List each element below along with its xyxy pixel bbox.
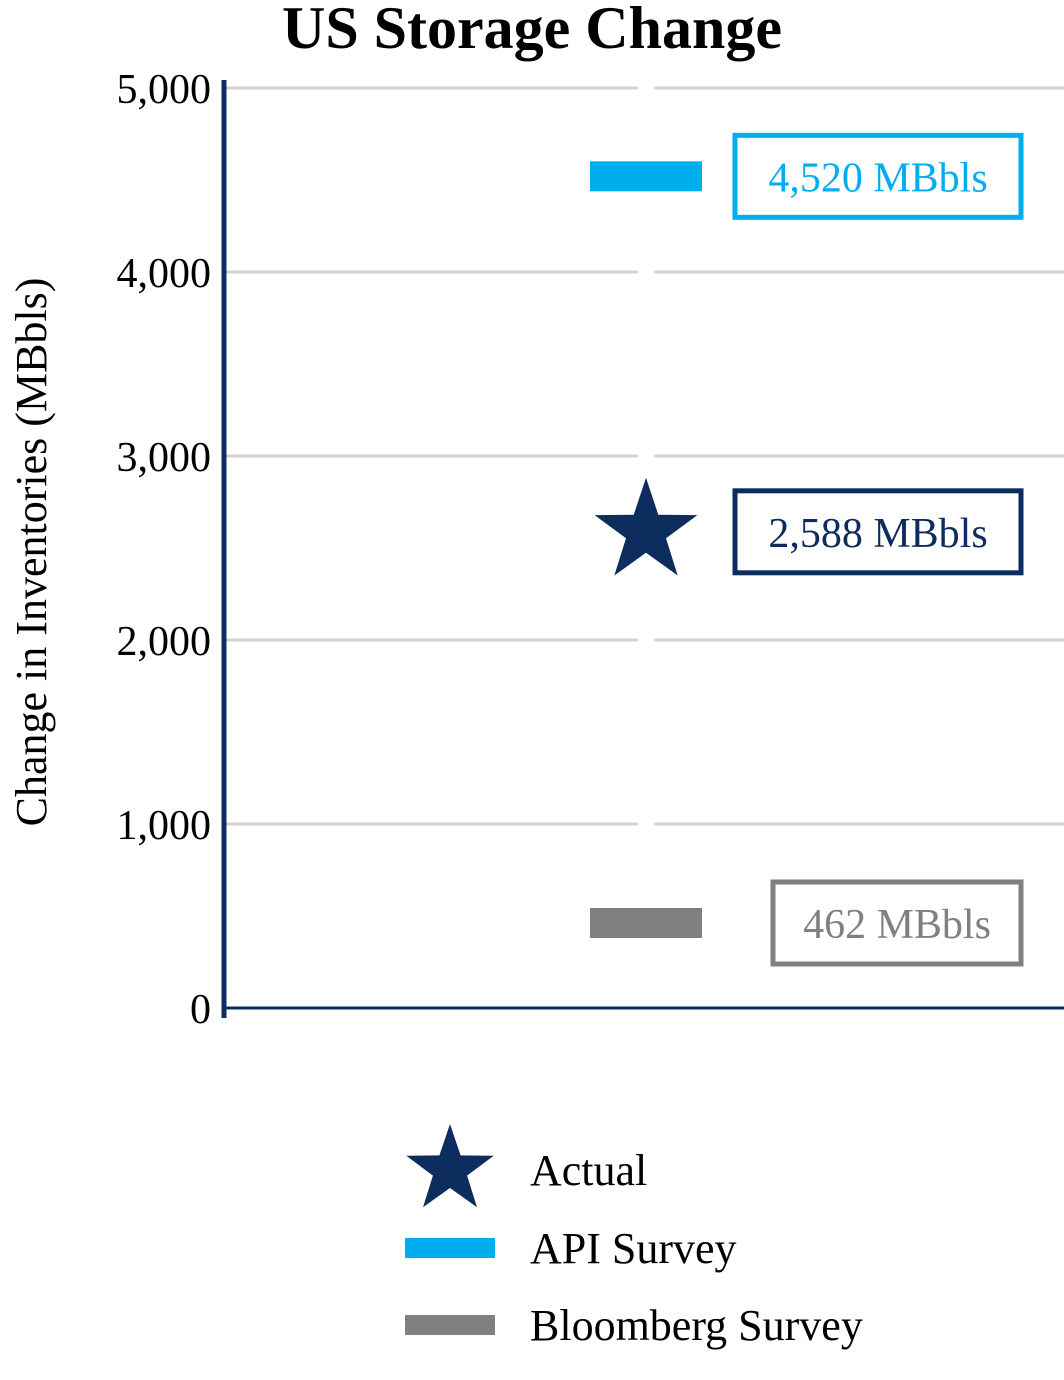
api-survey-marker bbox=[590, 161, 702, 192]
legend-label: Bloomberg Survey bbox=[530, 1301, 863, 1350]
value-label: 4,520 MBbls bbox=[768, 155, 987, 201]
value-label: 462 MBbls bbox=[803, 902, 991, 948]
y-tick-labels: 0 1,000 2,000 3,000 4,000 5,000 bbox=[117, 67, 212, 1033]
legend: Actual API Survey Bloomberg Survey bbox=[405, 1124, 863, 1350]
value-label-box bbox=[732, 488, 1024, 576]
y-tick-label: 1,000 bbox=[117, 803, 212, 849]
y-tick-label: 4,000 bbox=[117, 251, 212, 297]
y-tick-label: 0 bbox=[190, 987, 211, 1033]
legend-star-icon bbox=[406, 1124, 494, 1208]
y-axis-label: Change in Inventories (MBbls) bbox=[7, 278, 56, 827]
y-tick-label: 3,000 bbox=[117, 435, 212, 481]
value-label: 2,588 MBbls bbox=[768, 511, 987, 557]
value-label-box bbox=[770, 879, 1024, 967]
bloomberg-survey-marker bbox=[590, 907, 702, 938]
actual-star-marker bbox=[594, 477, 698, 576]
legend-bar-icon bbox=[405, 1238, 495, 1258]
legend-label: Actual bbox=[530, 1146, 647, 1195]
value-label-box bbox=[732, 132, 1024, 220]
legend-bar-icon bbox=[405, 1315, 495, 1335]
chart-title: US Storage Change bbox=[282, 0, 782, 61]
legend-label: API Survey bbox=[530, 1224, 737, 1273]
y-tick-label: 2,000 bbox=[117, 619, 212, 665]
y-tick-label: 5,000 bbox=[117, 67, 212, 113]
gridlines bbox=[226, 86, 1064, 826]
data-marks: 2,588 MBbls 4,520 MBbls 462 MBbls bbox=[590, 132, 1024, 967]
